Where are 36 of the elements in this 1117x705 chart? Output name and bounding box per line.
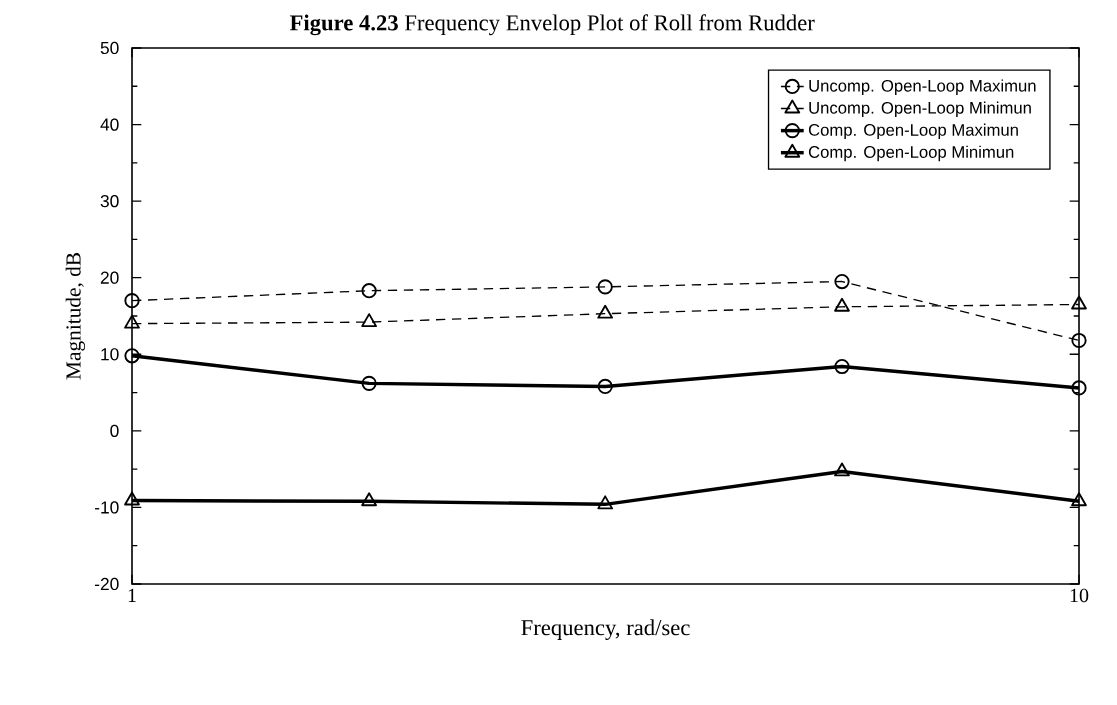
point (361, 313, 377, 328)
point (597, 304, 614, 319)
legend-label: Comp. Open-Loop Maximun (808, 123, 1018, 140)
point (361, 492, 377, 507)
point (1071, 492, 1087, 507)
y-tick-label: -20 (95, 577, 119, 591)
y-tick-label: 10 (101, 348, 119, 361)
legend-label: Uncomp. Open-Loop Minimun (809, 101, 1031, 118)
point (124, 314, 140, 329)
point (834, 273, 850, 290)
point (834, 462, 850, 477)
point (124, 348, 140, 364)
point (597, 378, 613, 395)
point (597, 495, 614, 510)
point (361, 283, 377, 299)
legend-label: Comp. Open-Loop Minimun (808, 145, 1014, 162)
point (834, 297, 850, 312)
point (1071, 380, 1087, 396)
y-tick-label: 30 (100, 194, 119, 208)
x-tick-label: 1 (128, 588, 136, 602)
point (124, 491, 140, 506)
y-axis-title: Magnitude, dB (65, 253, 86, 380)
y-tick-label: -10 (95, 501, 119, 514)
point (361, 375, 377, 391)
point (834, 358, 850, 375)
legend-label: Uncomp. Open-Loop Maximun (809, 79, 1036, 95)
point (124, 293, 140, 309)
y-tick-label: 40 (100, 118, 119, 131)
x-axis-title: Frequency, rad/sec (521, 619, 690, 640)
point (1071, 295, 1087, 310)
y-tick-label: 50 (100, 41, 119, 55)
point (1071, 332, 1087, 349)
point (597, 279, 613, 295)
y-tick-label: 20 (100, 271, 119, 284)
y-tick-label: 0 (110, 424, 119, 437)
chart-title: Figure 4.23 Frequency Envelop Plot of Roll from Rudder (289, 14, 815, 36)
